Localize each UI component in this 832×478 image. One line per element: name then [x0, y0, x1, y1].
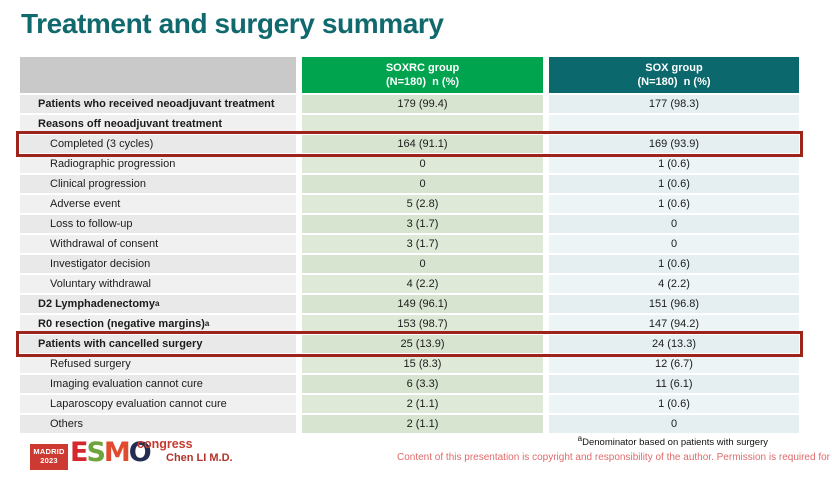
table-row: R0 resection (negative margins) a 153 (98.…	[20, 315, 799, 333]
row-label: Reasons off neoadjuvant treatment	[20, 115, 296, 133]
row-label: Others	[20, 415, 296, 433]
table-row: Patients who received neoadjuvant treatm…	[20, 95, 799, 113]
soxrc-value-cell: 3 (1.7)	[302, 235, 543, 253]
esmo-congress-logo: MADRID 2023 ESMO congress	[30, 437, 200, 475]
row-label: Investigator decision	[20, 255, 296, 273]
soxrc-value-cell: 3 (1.7)	[302, 215, 543, 233]
header-soxrc-group-cell: SOXRC group (N=180) n (%)	[302, 57, 543, 93]
badge-line2: 2023	[40, 456, 58, 465]
soxrc-value-cell: 149 (96.1)	[302, 295, 543, 313]
header-sox-group-cell: SOX group (N=180) n (%)	[549, 57, 799, 93]
header-empty-cell	[20, 57, 296, 93]
row-label: D2 Lymphadenectomy a	[20, 295, 296, 313]
sox-value-cell: 0	[549, 235, 799, 253]
esmo-letter-m: M	[103, 437, 131, 468]
row-label: Imaging evaluation cannot cure	[20, 375, 296, 393]
sox-value-cell: 1 (0.6)	[549, 255, 799, 273]
sox-value-cell: 0	[549, 415, 799, 433]
soxrc-value-cell: 0	[302, 255, 543, 273]
soxrc-value-cell: 6 (3.3)	[302, 375, 543, 393]
sox-value-cell: 177 (98.3)	[549, 95, 799, 113]
treatment-surgery-table: SOXRC group (N=180) n (%) SOX group (N=1…	[16, 57, 803, 435]
header-sox-line2: (N=180) n (%)	[637, 76, 711, 88]
footnote-sup: a	[577, 433, 583, 443]
table-body: Patients who received neoadjuvant treatm…	[16, 95, 803, 433]
soxrc-value-cell: 0	[302, 175, 543, 193]
congress-label: congress	[137, 437, 193, 451]
row-label: Voluntary withdrawal	[20, 275, 296, 293]
header-soxrc-line2: (N=180) n (%)	[385, 76, 460, 88]
sox-value-cell: 1 (0.6)	[549, 155, 799, 173]
table-row: Loss to follow-up 3 (1.7) 0	[20, 215, 799, 233]
table-row: Laparoscopy evaluation cannot cure 2 (1.1…	[20, 395, 799, 413]
row-label: Laparoscopy evaluation cannot cure	[20, 395, 296, 413]
badge-line1: MADRID	[33, 447, 65, 457]
row-label: Adverse event	[20, 195, 296, 213]
table-row: Reasons off neoadjuvant treatment	[20, 115, 799, 133]
sox-value-cell: 1 (0.6)	[549, 395, 799, 413]
table-row: Voluntary withdrawal 4 (2.2) 4 (2.2)	[20, 275, 799, 293]
table-row: D2 Lymphadenectomy a 149 (96.1) 151 (96.8)	[20, 295, 799, 313]
row-label: Withdrawal of consent	[20, 235, 296, 253]
header-soxrc-line1: SOXRC group	[385, 61, 460, 74]
table-row: Imaging evaluation cannot cure 6 (3.3) 11 …	[20, 375, 799, 393]
esmo-letter-s: S	[86, 437, 106, 468]
sox-value-cell: 11 (6.1)	[549, 375, 799, 393]
soxrc-value-cell: 179 (99.4)	[302, 95, 543, 113]
table-header-row: SOXRC group (N=180) n (%) SOX group (N=1…	[20, 57, 799, 93]
header-sox-line1: SOX group	[645, 61, 703, 74]
footnote-text: Denominator based on patients with surge…	[582, 437, 768, 448]
soxrc-value-cell: 0	[302, 155, 543, 173]
soxrc-value-cell: 25 (13.9)	[302, 335, 543, 353]
table-row: Patients with cancelled surgery 25 (13.9)…	[16, 331, 803, 357]
row-label: Patients who received neoadjuvant treatm…	[20, 95, 296, 113]
presenter-name: Chen LI M.D.	[166, 452, 233, 464]
row-label: Loss to follow-up	[20, 215, 296, 233]
row-label: R0 resection (negative margins) a	[20, 315, 296, 333]
esmo-wordmark: ESMO	[70, 437, 152, 468]
row-label: Radiographic progression	[20, 155, 296, 173]
sox-value-cell: 0	[549, 215, 799, 233]
madrid-2023-badge: MADRID 2023	[30, 444, 68, 470]
table-row: Completed (3 cycles) 164 (91.1) 169 (93.9)	[16, 131, 803, 157]
soxrc-value-cell: 4 (2.2)	[302, 275, 543, 293]
esmo-letter-e: E	[70, 437, 89, 468]
soxrc-value-cell	[302, 115, 543, 133]
soxrc-value-cell: 5 (2.8)	[302, 195, 543, 213]
sox-value-cell: 1 (0.6)	[549, 175, 799, 193]
slide-title: Treatment and surgery summary	[21, 8, 444, 39]
table-row: Clinical progression 0 1 (0.6)	[20, 175, 799, 193]
sox-value-cell: 12 (6.7)	[549, 355, 799, 373]
sox-value-cell: 24 (13.3)	[549, 335, 799, 353]
row-label: Clinical progression	[20, 175, 296, 193]
soxrc-value-cell: 15 (8.3)	[302, 355, 543, 373]
table-row: Withdrawal of consent 3 (1.7) 0	[20, 235, 799, 253]
table-row: Investigator decision 0 1 (0.6)	[20, 255, 799, 273]
table-row: Refused surgery 15 (8.3) 12 (6.7)	[20, 355, 799, 373]
sox-value-cell: 147 (94.2)	[549, 315, 799, 333]
sox-value-cell: 4 (2.2)	[549, 275, 799, 293]
sox-value-cell	[549, 115, 799, 133]
row-label: Patients with cancelled surgery	[20, 335, 296, 353]
row-label: Refused surgery	[20, 355, 296, 373]
sox-value-cell: 1 (0.6)	[549, 195, 799, 213]
soxrc-value-cell: 2 (1.1)	[302, 415, 543, 433]
soxrc-value-cell: 153 (98.7)	[302, 315, 543, 333]
sox-value-cell: 169 (93.9)	[549, 135, 799, 153]
table-row: Others 2 (1.1) 0	[20, 415, 799, 433]
esmo-letter-o: O	[128, 437, 152, 468]
table-row: Radiographic progression 0 1 (0.6)	[20, 155, 799, 173]
soxrc-value-cell: 2 (1.1)	[302, 395, 543, 413]
copyright-text: Content of this presentation is copyrigh…	[397, 452, 832, 463]
footnote: aDenominator based on patients with surg…	[400, 433, 768, 448]
soxrc-value-cell: 164 (91.1)	[302, 135, 543, 153]
table-row: Adverse event 5 (2.8) 1 (0.6)	[20, 195, 799, 213]
row-label: Completed (3 cycles)	[20, 135, 296, 153]
sox-value-cell: 151 (96.8)	[549, 295, 799, 313]
